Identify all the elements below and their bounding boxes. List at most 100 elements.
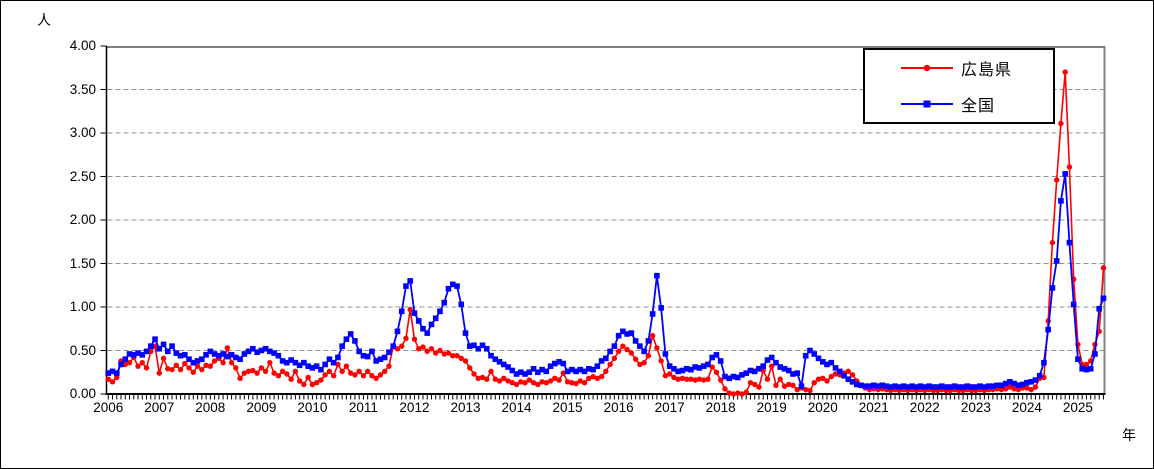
data-point-広島県 bbox=[475, 375, 481, 382]
data-point-全国 bbox=[994, 382, 1000, 389]
data-point-全国 bbox=[824, 361, 830, 368]
y-axis-unit-label: 人 bbox=[37, 12, 51, 28]
data-point-全国 bbox=[632, 338, 639, 344]
data-point-全国 bbox=[364, 353, 371, 360]
data-point-広島県 bbox=[352, 372, 358, 378]
data-point-広島県 bbox=[126, 359, 133, 366]
data-point-全国 bbox=[539, 366, 545, 373]
data-point-全国 bbox=[403, 283, 409, 289]
data-point-広島県 bbox=[675, 376, 681, 382]
data-point-広島県 bbox=[437, 347, 443, 354]
data-point-広島県 bbox=[603, 368, 609, 375]
data-point-広島県 bbox=[717, 377, 724, 383]
data-point-全国 bbox=[1045, 326, 1051, 333]
data-point-広島県 bbox=[573, 380, 579, 387]
data-point-広島県 bbox=[105, 376, 111, 382]
data-point-広島県 bbox=[292, 368, 299, 375]
data-point-全国 bbox=[747, 367, 754, 374]
data-point-全国 bbox=[624, 331, 630, 337]
data-point-広島県 bbox=[513, 381, 520, 388]
data-point-広島県 bbox=[143, 365, 150, 371]
data-point-全国 bbox=[764, 357, 771, 363]
data-point-全国 bbox=[688, 366, 694, 373]
y-axis-tick-label: 3.50 bbox=[69, 81, 96, 97]
data-point-広島県 bbox=[607, 361, 613, 368]
data-point-全国 bbox=[888, 384, 894, 390]
data-point-全国 bbox=[254, 349, 260, 356]
data-point-全国 bbox=[798, 383, 805, 389]
data-point-広島県 bbox=[1002, 386, 1009, 392]
y-axis-tick-label: 2.50 bbox=[69, 168, 96, 184]
data-point-全国 bbox=[224, 353, 231, 360]
data-point-全国 bbox=[309, 365, 316, 371]
data-point-広島県 bbox=[547, 378, 554, 384]
data-point-全国 bbox=[322, 361, 328, 368]
data-point-広島県 bbox=[705, 376, 711, 382]
data-point-広島県 bbox=[998, 386, 1005, 393]
data-point-全国 bbox=[109, 368, 116, 375]
data-point-全国 bbox=[122, 356, 129, 362]
data-point-全国 bbox=[760, 363, 767, 369]
data-point-全国 bbox=[849, 379, 856, 385]
data-point-全国 bbox=[671, 365, 677, 372]
x-axis-year-label: 2008 bbox=[195, 400, 226, 415]
data-point-全国 bbox=[415, 318, 422, 324]
data-point-広島県 bbox=[343, 363, 350, 369]
x-axis-year-label: 2014 bbox=[501, 400, 532, 415]
data-point-全国 bbox=[1062, 171, 1068, 177]
data-point-全国 bbox=[790, 371, 796, 377]
data-point-全国 bbox=[1070, 301, 1077, 308]
data-point-全国 bbox=[258, 347, 265, 354]
data-point-全国 bbox=[743, 370, 749, 376]
data-point-広島県 bbox=[109, 379, 116, 385]
data-point-全国 bbox=[922, 384, 928, 390]
x-axis-unit-label: 年 bbox=[1122, 427, 1136, 443]
data-point-広島県 bbox=[416, 346, 422, 352]
data-point-全国 bbox=[577, 366, 584, 373]
data-point-全国 bbox=[190, 359, 197, 366]
data-point-全国 bbox=[449, 281, 456, 288]
data-point-全国 bbox=[535, 369, 541, 376]
data-point-広島県 bbox=[794, 386, 800, 393]
data-point-広島県 bbox=[284, 371, 290, 377]
data-point-全国 bbox=[143, 348, 150, 355]
data-point-全国 bbox=[913, 384, 920, 390]
x-axis-year-label: 2007 bbox=[144, 400, 175, 415]
legend-item: 広島県 bbox=[865, 50, 1053, 86]
data-point-広島県 bbox=[1011, 386, 1017, 392]
data-point-広島県 bbox=[169, 366, 175, 373]
data-point-広島県 bbox=[177, 366, 184, 373]
data-point-全国 bbox=[654, 272, 660, 279]
data-point-広島県 bbox=[615, 348, 622, 355]
data-point-全国 bbox=[173, 350, 180, 356]
data-point-全国 bbox=[696, 365, 703, 371]
data-point-全国 bbox=[926, 383, 932, 389]
data-point-全国 bbox=[675, 368, 681, 375]
y-axis-tick-label: 4.00 bbox=[69, 38, 96, 53]
data-point-全国 bbox=[1079, 365, 1085, 372]
data-point-広島県 bbox=[726, 390, 732, 396]
data-point-広島県 bbox=[411, 336, 418, 342]
data-point-広島県 bbox=[1028, 386, 1034, 393]
data-point-全国 bbox=[1053, 258, 1060, 264]
data-point-全国 bbox=[118, 361, 124, 368]
x-axis-year-label: 2023 bbox=[960, 400, 991, 415]
data-point-全国 bbox=[152, 336, 158, 342]
data-point-全国 bbox=[1036, 372, 1043, 379]
data-point-全国 bbox=[832, 365, 839, 371]
x-axis-year-label: 2025 bbox=[1062, 400, 1093, 415]
data-point-広島県 bbox=[526, 377, 532, 383]
data-point-広島県 bbox=[182, 360, 188, 367]
x-axis-year-label: 2013 bbox=[450, 400, 481, 415]
data-point-広島県 bbox=[377, 372, 384, 378]
data-point-広島県 bbox=[135, 363, 141, 369]
data-point-全国 bbox=[734, 374, 741, 381]
data-point-全国 bbox=[194, 358, 201, 364]
data-point-全国 bbox=[228, 352, 235, 358]
data-point-広島県 bbox=[811, 379, 817, 386]
data-point-広島県 bbox=[764, 376, 771, 382]
data-point-広島県 bbox=[275, 373, 282, 379]
data-point-全国 bbox=[556, 359, 562, 365]
data-point-全国 bbox=[1058, 198, 1064, 204]
